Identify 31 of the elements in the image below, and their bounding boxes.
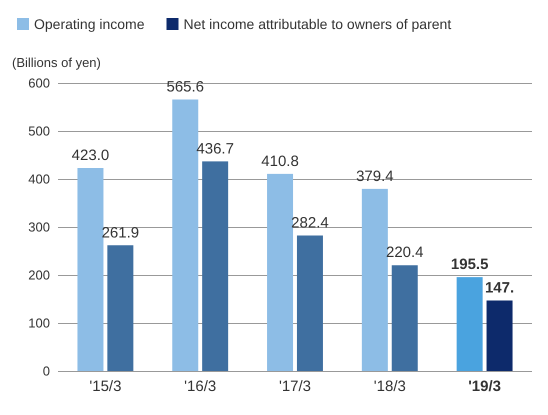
x-tick-label: '15/3: [89, 378, 122, 395]
y-tick-label: 600: [28, 76, 50, 90]
bar: [267, 174, 294, 371]
bar: [77, 168, 104, 371]
y-tick-label: 500: [28, 124, 50, 138]
data-label: 195.5: [450, 256, 488, 274]
bar: [202, 161, 228, 371]
bar: [486, 300, 513, 371]
bar: [456, 277, 483, 371]
y-tick-label: 100: [28, 316, 50, 330]
data-label: 423.0: [72, 146, 110, 164]
bar: [107, 245, 134, 371]
data-label: 147.: [484, 279, 514, 296]
bar: [362, 188, 388, 371]
y-tick-label: 200: [28, 268, 50, 282]
legend-label: Operating income: [34, 16, 145, 32]
data-label: 565.6: [166, 78, 204, 96]
x-tick-label: '18/3: [374, 378, 406, 395]
x-tick-label: '16/3: [184, 378, 216, 395]
x-tick-label: '17/3: [278, 378, 312, 395]
legend-label: Net income attributable to owners of parent: [184, 16, 452, 32]
y-tick-label: 300: [28, 220, 50, 234]
y-tick-label: 400: [28, 172, 50, 186]
y-axis-title: (Billions of yen): [12, 55, 101, 70]
data-label: 379.4: [356, 168, 394, 185]
x-tick-label: '19/3: [468, 378, 501, 395]
bar: [172, 100, 198, 371]
bar: [392, 265, 418, 371]
bar: [296, 235, 323, 371]
data-label: 410.8: [261, 152, 299, 170]
y-tick-label: 0: [42, 364, 50, 378]
